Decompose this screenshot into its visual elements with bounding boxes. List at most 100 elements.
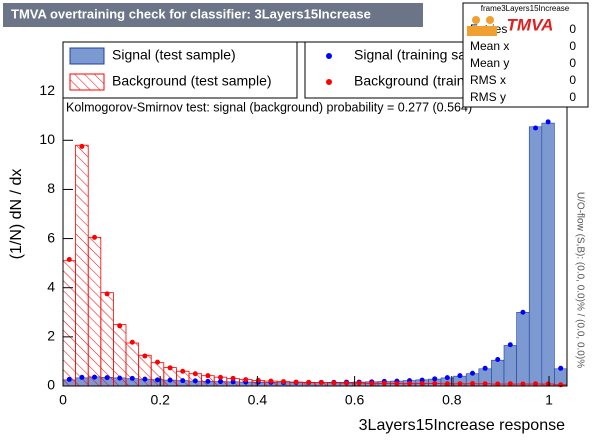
point bbox=[230, 375, 236, 381]
point bbox=[457, 381, 463, 387]
point bbox=[507, 342, 513, 348]
y-tick-label: 4 bbox=[47, 278, 55, 294]
point bbox=[155, 359, 161, 365]
y-tick-label: 0 bbox=[47, 377, 55, 393]
stats-label: Mean y bbox=[470, 56, 509, 70]
point bbox=[243, 377, 249, 383]
plot-area bbox=[62, 119, 568, 388]
point bbox=[167, 377, 173, 383]
point bbox=[217, 379, 223, 385]
point bbox=[533, 125, 539, 131]
point bbox=[155, 377, 161, 383]
point bbox=[495, 356, 501, 362]
point bbox=[520, 309, 526, 315]
logo-bar bbox=[467, 26, 497, 36]
x-tick-label: 0 bbox=[59, 392, 67, 408]
bar bbox=[541, 122, 555, 387]
bar bbox=[100, 292, 114, 387]
point bbox=[470, 370, 476, 376]
point bbox=[306, 379, 312, 385]
bar bbox=[150, 362, 165, 387]
x-tick-label: 0.4 bbox=[248, 392, 268, 408]
stats-value: 0 bbox=[569, 22, 576, 36]
legend-swatch bbox=[69, 47, 105, 65]
point bbox=[470, 381, 476, 387]
point bbox=[419, 381, 425, 387]
point bbox=[533, 381, 539, 387]
point bbox=[318, 380, 324, 386]
stats-label: RMS y bbox=[470, 90, 506, 104]
point bbox=[230, 379, 236, 385]
point bbox=[281, 379, 287, 385]
stats-value: 0 bbox=[569, 39, 576, 53]
y-tick-label: 8 bbox=[47, 180, 55, 196]
x-tick-label: 0.8 bbox=[442, 392, 462, 408]
point bbox=[356, 380, 362, 386]
point bbox=[66, 256, 72, 262]
point bbox=[205, 373, 211, 379]
point bbox=[192, 371, 198, 377]
bar bbox=[163, 367, 177, 387]
point bbox=[255, 377, 261, 383]
y-tick-label: 10 bbox=[39, 131, 55, 147]
point bbox=[117, 375, 123, 381]
point bbox=[104, 375, 110, 381]
legend-swatch bbox=[326, 79, 332, 85]
y-axis-label: (1/N) dN / dx bbox=[8, 169, 25, 260]
point bbox=[457, 373, 463, 379]
title: TMVA overtraining check for classifier: … bbox=[11, 6, 371, 21]
side-note: U/O-flow (S,B): (0.0, 0.0)% / (0.0, 0.0)… bbox=[574, 192, 585, 368]
point bbox=[268, 378, 274, 384]
point bbox=[507, 381, 513, 387]
legend-swatch bbox=[69, 73, 105, 91]
x-tick-label: 0.2 bbox=[150, 392, 170, 408]
legend-label: Background (test sample) bbox=[112, 73, 272, 89]
point bbox=[180, 368, 186, 374]
x-tick-label: 1 bbox=[545, 392, 553, 408]
y-tick-label: 12 bbox=[39, 82, 55, 98]
title-box bbox=[3, 3, 423, 27]
point bbox=[444, 381, 450, 387]
point bbox=[205, 378, 211, 384]
bar bbox=[75, 144, 89, 387]
point bbox=[381, 380, 387, 386]
stats-box: frame3Layers15Increase Entries0Mean x0Me… bbox=[462, 2, 589, 108]
point bbox=[192, 378, 198, 384]
logo-dot bbox=[486, 16, 494, 24]
point bbox=[394, 381, 400, 387]
point bbox=[117, 323, 123, 329]
point bbox=[79, 374, 85, 380]
legend-label: Signal (test sample) bbox=[112, 47, 236, 63]
point bbox=[444, 375, 450, 381]
point bbox=[369, 380, 375, 386]
legend-swatch bbox=[326, 53, 332, 59]
x-tick-label: 0.6 bbox=[345, 392, 365, 408]
y-tick-label: 6 bbox=[47, 229, 55, 245]
stats-value: 0 bbox=[569, 56, 576, 70]
point bbox=[129, 339, 135, 345]
point bbox=[432, 381, 438, 387]
bar bbox=[528, 126, 543, 387]
stats-label: RMS x bbox=[470, 73, 506, 87]
stats-value: 0 bbox=[569, 73, 576, 87]
bar bbox=[87, 236, 102, 387]
point bbox=[432, 376, 438, 382]
point bbox=[482, 365, 488, 371]
point bbox=[482, 381, 488, 387]
point bbox=[344, 380, 350, 386]
point bbox=[331, 380, 337, 386]
x-axis-label: 3Layers15Increase response bbox=[359, 417, 565, 434]
point bbox=[217, 374, 223, 380]
point bbox=[520, 381, 526, 387]
stats-value: 0 bbox=[569, 90, 576, 104]
logo-dot bbox=[472, 16, 480, 24]
point bbox=[495, 381, 501, 387]
annotation: Kolmogorov-Smirnov test: signal (backgro… bbox=[66, 100, 472, 114]
point bbox=[558, 382, 564, 388]
point bbox=[167, 365, 173, 371]
point bbox=[66, 376, 72, 382]
bar bbox=[503, 345, 517, 387]
point bbox=[545, 119, 551, 125]
point bbox=[142, 353, 148, 359]
